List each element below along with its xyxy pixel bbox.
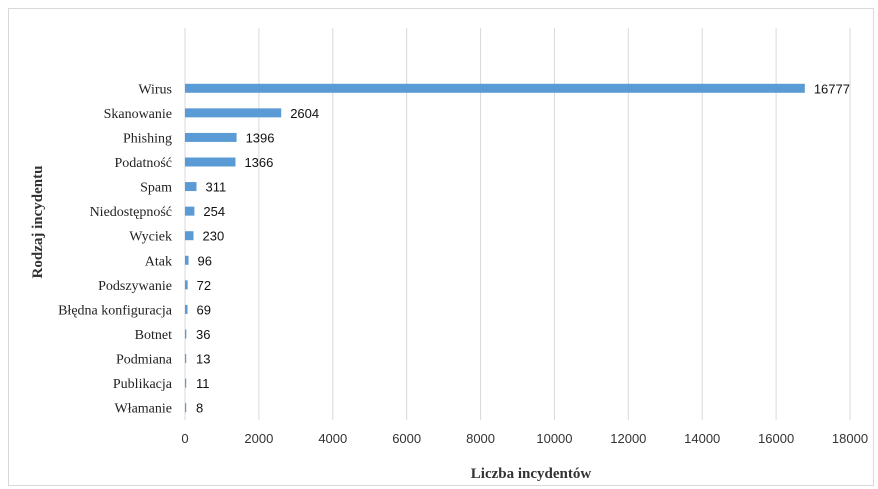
x-tick-label: 18000 [832, 431, 868, 446]
x-tick-label: 14000 [684, 431, 720, 446]
bar [185, 132, 237, 142]
bar [185, 329, 187, 339]
x-tick-label: 2000 [244, 431, 273, 446]
bar [185, 304, 188, 314]
category-label: Wirus [138, 82, 172, 97]
category-label: Botnet [135, 328, 172, 343]
category-label: Wyciek [129, 230, 172, 245]
bar [185, 255, 189, 265]
category-label: Spam [140, 181, 172, 196]
data-label: 1396 [246, 130, 275, 145]
bars [185, 83, 805, 413]
x-tick-label: 10000 [536, 431, 572, 446]
category-label: Skanowanie [104, 107, 172, 122]
category-label: Włamanie [114, 402, 172, 417]
labels: 0 2000 4000 6000 8000 10000 12000 14000 16000 180… [58, 81, 868, 446]
bar [185, 354, 187, 364]
bar [185, 206, 195, 216]
y-axis-title: Rodzaj incydentu [30, 166, 46, 279]
bar [185, 108, 282, 118]
category-label: Podatność [114, 156, 172, 171]
category-label: Phishing [123, 131, 172, 146]
bar [185, 83, 805, 93]
data-label: 2604 [290, 106, 319, 121]
category-label: Podszywanie [98, 279, 172, 294]
bar [185, 378, 187, 388]
category-label: Niedostępność [90, 205, 172, 220]
x-tick-label: 6000 [392, 431, 421, 446]
bar [185, 231, 194, 241]
bar [185, 157, 236, 167]
data-label: 230 [202, 229, 224, 244]
data-label: 11 [196, 376, 210, 391]
bar [185, 280, 188, 290]
data-label: 16777 [814, 81, 850, 96]
data-label: 8 [196, 401, 203, 416]
category-label: Błędna konfiguracja [58, 303, 173, 318]
x-tick-label: 8000 [466, 431, 495, 446]
category-label: Podmiana [116, 353, 173, 368]
bar [185, 182, 197, 192]
data-label: 72 [197, 278, 211, 293]
category-label: Atak [145, 254, 172, 269]
data-label: 36 [196, 327, 210, 342]
x-axis-title: Liczba incydentów [471, 466, 592, 482]
data-label: 254 [203, 204, 225, 219]
bar [185, 403, 187, 413]
category-label: Publikacja [113, 377, 173, 392]
x-tick-label: 0 [181, 431, 188, 446]
x-tick-label: 16000 [758, 431, 794, 446]
data-label: 13 [196, 352, 210, 367]
data-label: 311 [205, 180, 226, 195]
data-label: 96 [198, 253, 212, 268]
x-tick-label: 4000 [318, 431, 347, 446]
data-label: 69 [197, 302, 211, 317]
x-tick-label: 12000 [610, 431, 646, 446]
data-label: 1366 [244, 155, 273, 170]
